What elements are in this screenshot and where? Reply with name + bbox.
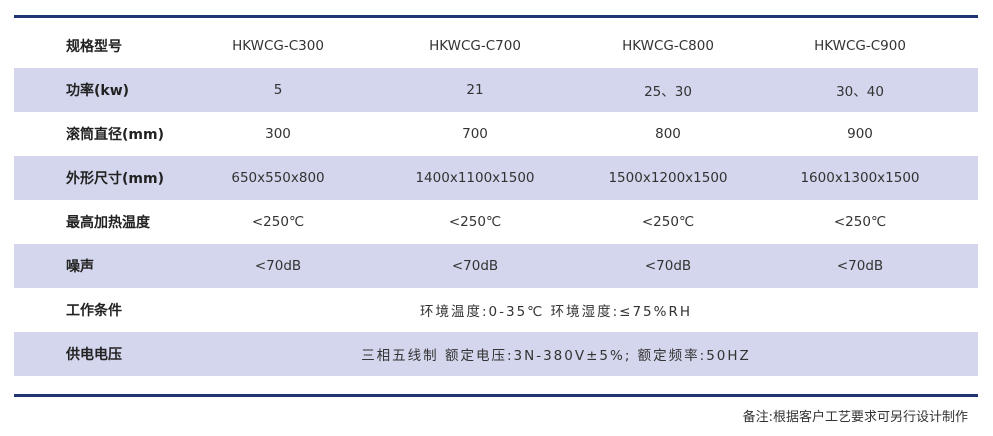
table-cell: <250℃	[251, 214, 305, 230]
bottom-rule	[14, 394, 978, 397]
table-row: 规格型号 HKWCG-C300 HKWCG-C700 HKWCG-C800 HKWCG-…	[14, 24, 978, 68]
footnote: 备注:根据客户工艺要求可另行设计制作	[742, 410, 968, 425]
table-row: 最高加热温度 <250℃ <250℃ <250℃ <250℃	[14, 200, 978, 244]
row-label: 滚筒直径(mm)	[66, 127, 164, 143]
table-cell: <250℃	[448, 214, 502, 230]
table-cell: 1600x1300x1500	[800, 170, 920, 186]
table-row: 外形尺寸(mm) 650x550x800 1400x1100x1500 1500x12…	[14, 156, 978, 200]
table-cell: 1500x1200x1500	[608, 170, 728, 186]
table-row: 噪声 <70dB <70dB <70dB <70dB	[14, 244, 978, 288]
table-cell: HKWCG-C800	[622, 38, 714, 54]
table-cell: 30、40	[836, 84, 884, 100]
table-cell: 25、30	[644, 84, 692, 100]
table-cell: <70dB	[254, 258, 302, 274]
row-label: 功率(kw)	[66, 83, 130, 99]
row-label: 供电电压	[66, 347, 122, 363]
table-cell: 300	[265, 126, 291, 142]
table-cell: HKWCG-C900	[814, 38, 906, 54]
table-cell: 1400x1100x1500	[415, 170, 535, 186]
table-cell: <70dB	[451, 258, 499, 274]
row-label: 外形尺寸(mm)	[66, 171, 164, 187]
table-cell: 900	[847, 126, 873, 142]
table-row: 功率(kw) 5 21 25、30 30、40	[14, 68, 978, 112]
table-cell: HKWCG-C300	[232, 38, 324, 54]
table-cell: 5	[273, 82, 283, 98]
table-cell: <250℃	[641, 214, 695, 230]
table-cell: <70dB	[836, 258, 884, 274]
spanning-cell: 三相五线制 额定电压:3N-380V±5%; 额定频率:50HZ	[361, 348, 751, 364]
table-cell: HKWCG-C700	[429, 38, 521, 54]
row-label: 规格型号	[66, 39, 122, 55]
table-cell: 700	[462, 126, 488, 142]
table-cell: 650x550x800	[231, 170, 325, 186]
table-cell: 800	[655, 126, 681, 142]
table-cell: <70dB	[644, 258, 692, 274]
row-label: 工作条件	[66, 303, 122, 319]
table-cell: <250℃	[833, 214, 887, 230]
row-label: 最高加热温度	[66, 215, 150, 231]
table-cell: 21	[466, 82, 484, 98]
table-row: 滚筒直径(mm) 300 700 800 900	[14, 112, 978, 156]
spanning-cell: 环境温度:0-35℃ 环境湿度:≤75%RH	[419, 304, 693, 320]
top-rule	[14, 15, 978, 18]
table-row: 工作条件 环境温度:0-35℃ 环境湿度:≤75%RH	[14, 288, 978, 332]
table-row: 供电电压 三相五线制 额定电压:3N-380V±5%; 额定频率:50HZ	[14, 332, 978, 376]
row-label: 噪声	[66, 259, 94, 275]
